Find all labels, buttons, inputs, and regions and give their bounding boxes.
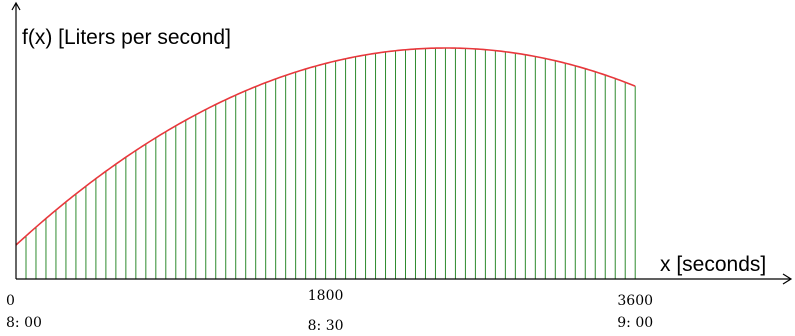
x-tick-time-label: 8: 00 (6, 315, 42, 331)
x-tick-time-label: 8: 30 (308, 318, 344, 334)
x-axis-label: x [seconds] (660, 253, 766, 276)
x-tick-label: 3600 (617, 293, 653, 309)
x-tick-time-label: 9: 00 (617, 315, 653, 331)
x-tick-labels: 0 8: 00 1800 8: 30 3600 9: 00 (6, 288, 653, 334)
riemann-strips (16, 48, 635, 279)
x-tick-label: 1800 (308, 288, 344, 304)
y-axis-label: f(x) [Liters per second] (22, 26, 231, 49)
x-tick-label: 0 (6, 293, 15, 309)
